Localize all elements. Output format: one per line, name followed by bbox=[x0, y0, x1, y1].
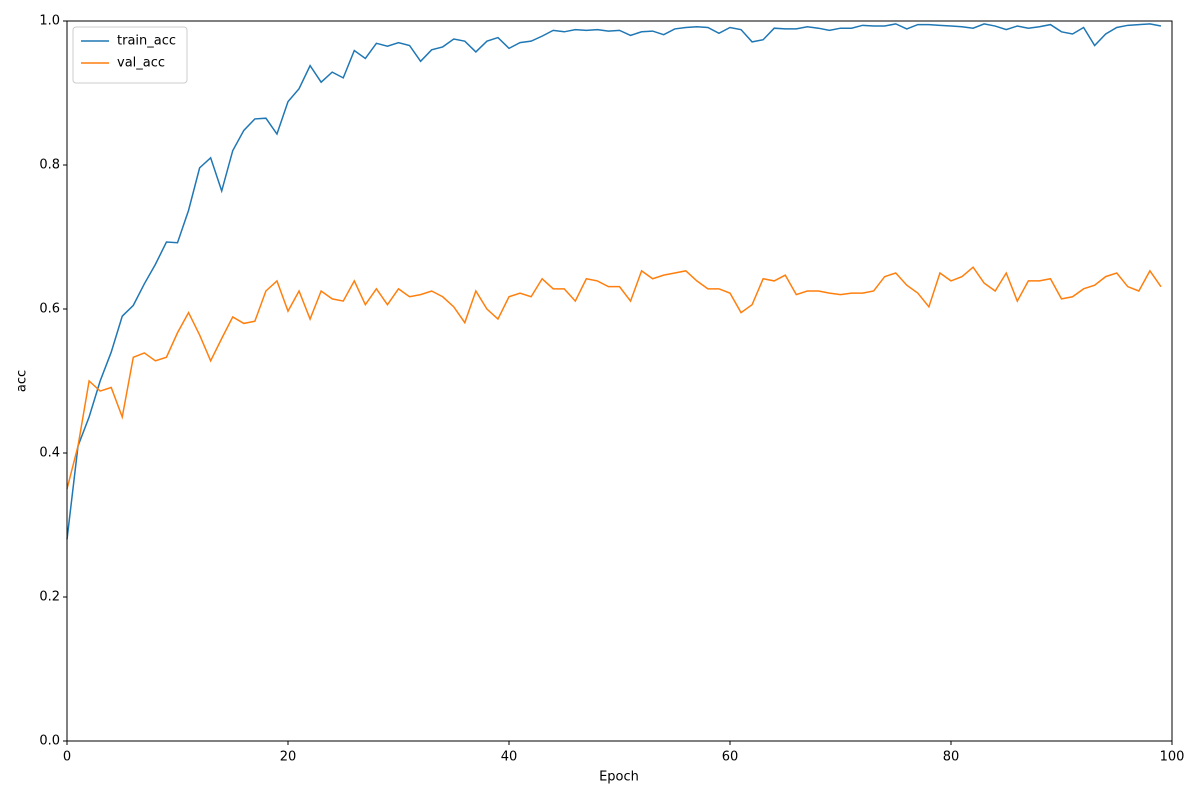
x-axis-label: Epoch bbox=[599, 770, 639, 785]
series-line bbox=[66, 23, 1162, 540]
y-tick-label: 0.2 bbox=[39, 590, 60, 605]
x-tick-label: 60 bbox=[722, 750, 739, 765]
x-tick-label: 40 bbox=[501, 750, 518, 765]
y-axis-label: acc bbox=[15, 370, 30, 392]
legend-label: train_acc bbox=[117, 34, 176, 49]
y-tick-label: 0.8 bbox=[39, 158, 60, 173]
x-tick-label: 0 bbox=[63, 750, 71, 765]
x-tick-label: 100 bbox=[1160, 750, 1185, 765]
axes-frame bbox=[66, 20, 1173, 742]
y-tick-label: 1.0 bbox=[39, 14, 60, 29]
series-line bbox=[66, 266, 1162, 490]
y-tick-label: 0.4 bbox=[39, 446, 60, 461]
y-tick-label: 0.6 bbox=[39, 302, 60, 317]
x-tick-label: 80 bbox=[943, 750, 960, 765]
legend-label: val_acc bbox=[117, 56, 165, 71]
x-tick-label: 20 bbox=[280, 750, 297, 765]
y-tick-label: 0.0 bbox=[39, 734, 60, 749]
